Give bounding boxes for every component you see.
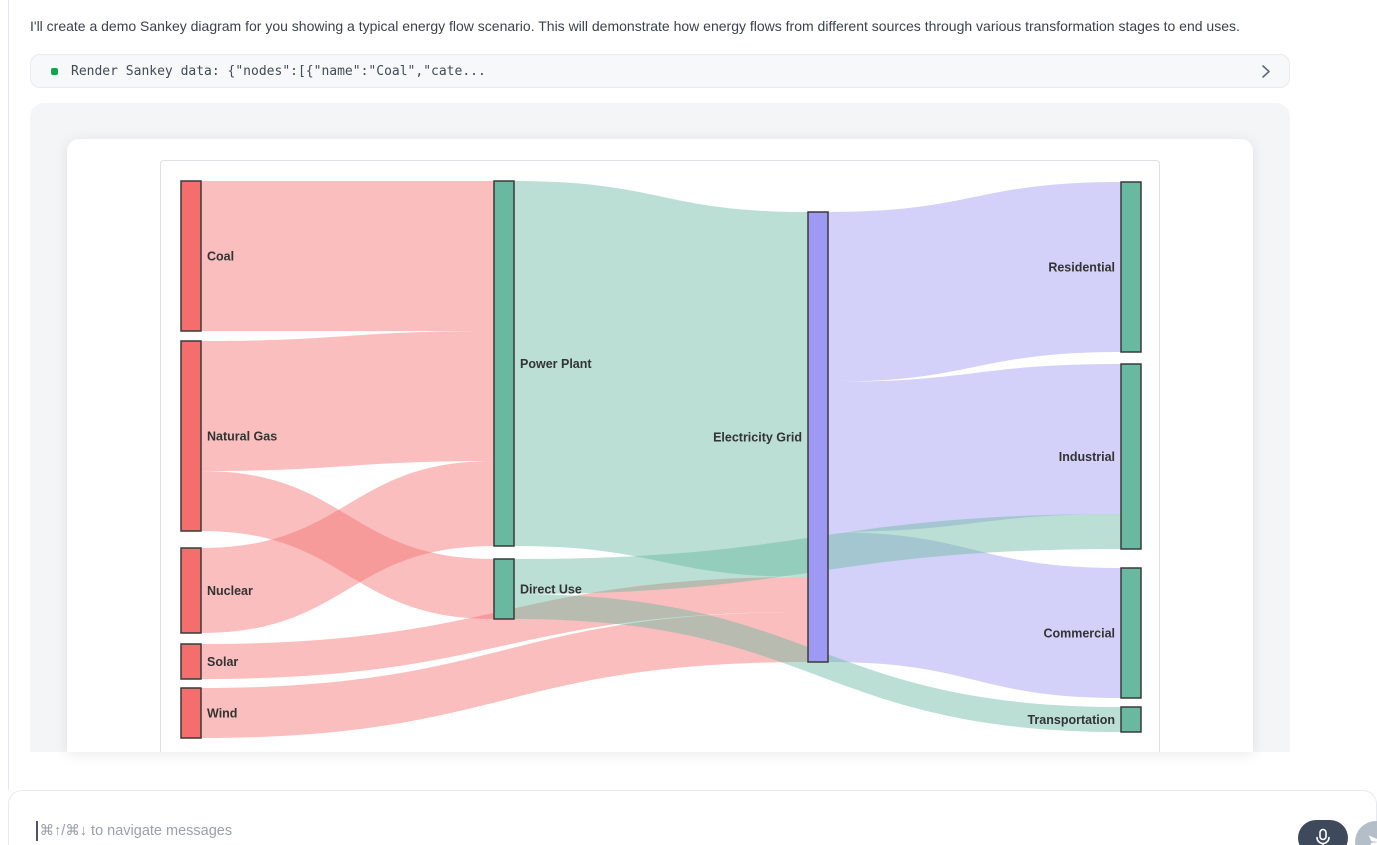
sankey-node-label-powerplant: Power Plant (520, 357, 592, 371)
sankey-link-grid-commercial (828, 532, 1121, 698)
artifact-inner-card: Coal Natural Gas Nuclear Solar Wind Power Pla… (67, 139, 1253, 752)
sankey-node-residential[interactable] (1120, 181, 1142, 353)
sankey-node-label-directuse: Direct Use (520, 582, 582, 596)
tool-call-bar[interactable]: Render Sankey data: {"nodes":[{"name":"C… (30, 54, 1290, 88)
sankey-node-coal[interactable] (180, 180, 202, 332)
sankey-link-powerplant-grid (514, 181, 808, 577)
sankey-node-solar[interactable] (180, 643, 202, 680)
sankey-link-gas-powerplant (201, 331, 494, 471)
sankey-node-powerplant[interactable] (493, 180, 515, 547)
sankey-node-label-coal: Coal (207, 249, 234, 263)
sankey-node-commercial[interactable] (1120, 567, 1142, 699)
sankey-node-industrial[interactable] (1120, 363, 1142, 550)
sankey-node-label-industrial: Industrial (1059, 450, 1115, 464)
sankey-node-gas[interactable] (180, 340, 202, 532)
sankey-node-label-solar: Solar (207, 655, 238, 669)
sankey-link-gas-directuse (201, 471, 494, 619)
sankey-node-directuse[interactable] (493, 558, 515, 620)
sankey-node-grid[interactable] (807, 211, 829, 663)
text-caret (36, 821, 38, 841)
assistant-message-text: I'll create a demo Sankey diagram for yo… (30, 18, 1240, 34)
panel-left-divider (8, 0, 9, 790)
sankey-node-wind[interactable] (180, 687, 202, 739)
sankey-link-wind-grid (201, 612, 808, 738)
sankey-node-label-transport: Transportation (1027, 713, 1115, 727)
sankey-node-label-gas: Natural Gas (207, 429, 277, 443)
sankey-link-solar-grid (201, 577, 808, 679)
message-input[interactable]: ⌘↑/⌘↓ to navigate messages (36, 821, 232, 841)
microphone-icon (1316, 828, 1330, 845)
sankey-node-label-nuclear: Nuclear (207, 584, 253, 598)
sankey-node-label-commercial: Commercial (1043, 626, 1115, 640)
sankey-node-label-wind: Wind (207, 706, 237, 720)
sankey-link-grid-residential (828, 182, 1121, 382)
sankey-node-transport[interactable] (1120, 706, 1142, 733)
sankey-svg[interactable]: Coal Natural Gas Nuclear Solar Wind Power Pla… (161, 161, 1159, 752)
sankey-node-label-grid: Electricity Grid (713, 430, 802, 444)
sankey-node-label-residential: Residential (1048, 260, 1115, 274)
tool-call-label: Render Sankey data: {"nodes":[{"name":"C… (71, 63, 486, 79)
sankey-link-directuse-transport (514, 594, 1121, 732)
sankey-node-nuclear[interactable] (180, 547, 202, 634)
sankey-chart-container: Coal Natural Gas Nuclear Solar Wind Power Pla… (160, 160, 1160, 752)
artifact-card: Coal Natural Gas Nuclear Solar Wind Power Pla… (30, 103, 1290, 752)
sankey-link-nuclear-powerplant (201, 461, 494, 633)
input-placeholder: ⌘↑/⌘↓ to navigate messages (39, 823, 233, 839)
sankey-link-grid-industrial (828, 364, 1121, 532)
mic-button[interactable] (1298, 820, 1348, 845)
chevron-right-icon[interactable] (1255, 61, 1275, 81)
composer: ⌘↑/⌘↓ to navigate messages (8, 790, 1377, 845)
send-icon (1368, 835, 1377, 845)
tool-status-dot-icon (51, 67, 58, 75)
sankey-link-coal-powerplant (201, 181, 494, 331)
send-button[interactable] (1355, 821, 1377, 845)
